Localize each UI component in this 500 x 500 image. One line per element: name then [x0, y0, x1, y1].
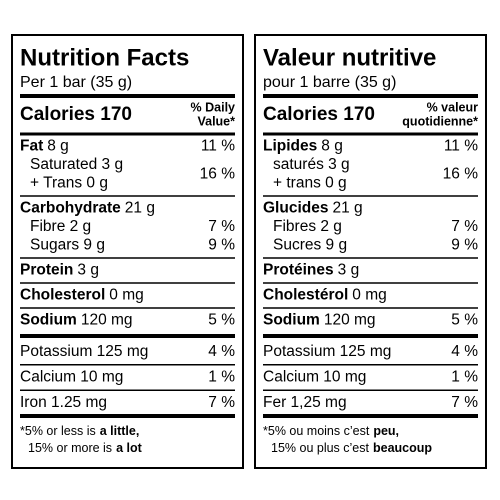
- daily-value: 16 %: [443, 165, 479, 182]
- daily-value: 1 %: [208, 369, 235, 386]
- sub-nutrient: Saturated 3 g: [30, 156, 123, 173]
- calories: Calories 170: [20, 104, 132, 125]
- serving: pour 1 barre (35 g): [263, 74, 396, 91]
- sub-nutrient: Sugars 9 g: [30, 237, 105, 254]
- nutrient-amount: 0 mg: [109, 287, 143, 304]
- nutrient-name: Sodium: [263, 312, 320, 329]
- footnote: *5% or less is a little,: [20, 424, 139, 438]
- footnote: *5% ou moins c’est peu,: [263, 424, 399, 438]
- daily-value: 11 %: [201, 138, 235, 155]
- nutrient: Protein 3 g: [20, 262, 99, 279]
- panel-border: [11, 34, 244, 469]
- dv-header: % Daily: [191, 100, 236, 114]
- nutrient-amount: 0 mg: [352, 287, 386, 304]
- nutrient: Glucides 21 g: [263, 200, 363, 217]
- panel-title: Nutrition Facts: [20, 44, 189, 71]
- nutrient-name: Glucides: [263, 200, 328, 217]
- footnote: 15% ou plus c’est beaucoup: [271, 441, 432, 455]
- footnote-part: 15% ou plus c’est: [271, 441, 370, 455]
- mineral: Potassium 125 mg: [263, 343, 391, 360]
- serving: Per 1 bar (35 g): [20, 74, 132, 91]
- nutrient-amount: 21 g: [332, 200, 362, 217]
- daily-value: 7 %: [208, 218, 235, 235]
- calories: Calories 170: [263, 104, 375, 125]
- nutrient-name: Fat: [20, 138, 43, 155]
- footnote-part: *5% ou moins c’est: [263, 424, 370, 438]
- nutrient: Cholesterol 0 mg: [20, 287, 144, 304]
- nutrient: Protéines 3 g: [263, 262, 359, 279]
- daily-value: 16 %: [200, 165, 236, 182]
- nutrient-name: Protéines: [263, 262, 334, 279]
- sub-nutrient: + Trans 0 g: [30, 175, 108, 192]
- nutrient: Sodium 120 mg: [20, 312, 133, 329]
- footnote-part: a little,: [100, 424, 140, 438]
- daily-value: 7 %: [208, 394, 235, 411]
- nutrient-amount: 8 g: [321, 138, 343, 155]
- daily-value: 9 %: [451, 237, 478, 254]
- nutrient: Carbohydrate 21 g: [20, 200, 155, 217]
- daily-value: 9 %: [208, 237, 235, 254]
- daily-value: 11 %: [444, 138, 478, 155]
- nutrient-name: Cholestérol: [263, 287, 348, 304]
- nutrient-amount: 3 g: [338, 262, 360, 279]
- mineral: Fer 1,25 mg: [263, 394, 347, 411]
- footnote-part: 15% or more is: [28, 441, 112, 455]
- sub-nutrient: Fibre 2 g: [30, 218, 91, 235]
- sub-nutrient: Fibres 2 g: [273, 218, 342, 235]
- daily-value: 1 %: [451, 369, 478, 386]
- daily-value: 5 %: [451, 312, 478, 329]
- daily-value: 7 %: [451, 394, 478, 411]
- daily-value: 5 %: [208, 312, 235, 329]
- panel-border: [254, 34, 487, 469]
- sub-nutrient: + trans 0 g: [273, 175, 347, 192]
- nutrient-amount: 8 g: [47, 138, 69, 155]
- nutrient-name: Sodium: [20, 312, 77, 329]
- dv-header: Value*: [197, 114, 235, 128]
- footnote-part: a lot: [116, 441, 143, 455]
- sub-nutrient: Sucres 9 g: [273, 237, 347, 254]
- daily-value: 4 %: [451, 343, 478, 360]
- footnote-part: peu,: [373, 424, 399, 438]
- dv-header: quotidienne*: [402, 114, 478, 128]
- nutrient: Cholestérol 0 mg: [263, 287, 387, 304]
- sub-nutrient: saturés 3 g: [273, 156, 350, 173]
- mineral: Potassium 125 mg: [20, 343, 148, 360]
- mineral: Iron 1.25 mg: [20, 394, 107, 411]
- footnote-part: *5% or less is: [20, 424, 96, 438]
- nutrient-amount: 120 mg: [324, 312, 376, 329]
- nutrient: Fat 8 g: [20, 138, 69, 155]
- footnote: 15% or more is a lot: [28, 441, 143, 455]
- nutrient-amount: 3 g: [77, 262, 99, 279]
- footnote-part: beaucoup: [373, 441, 432, 455]
- mineral: Calcium 10 mg: [20, 369, 123, 386]
- nutrient-amount: 21 g: [125, 200, 155, 217]
- nutrient: Lipides 8 g: [263, 138, 343, 155]
- dv-header: % valeur: [427, 100, 479, 114]
- nutrient-name: Cholesterol: [20, 287, 105, 304]
- nutrient-name: Lipides: [263, 138, 317, 155]
- mineral: Calcium 10 mg: [263, 369, 366, 386]
- nutrient-name: Carbohydrate: [20, 200, 121, 217]
- daily-value: 7 %: [451, 218, 478, 235]
- nutrient: Sodium 120 mg: [263, 312, 376, 329]
- nutrient-amount: 120 mg: [81, 312, 133, 329]
- daily-value: 4 %: [208, 343, 235, 360]
- nutrient-name: Protein: [20, 262, 73, 279]
- panel-title: Valeur nutritive: [263, 44, 436, 71]
